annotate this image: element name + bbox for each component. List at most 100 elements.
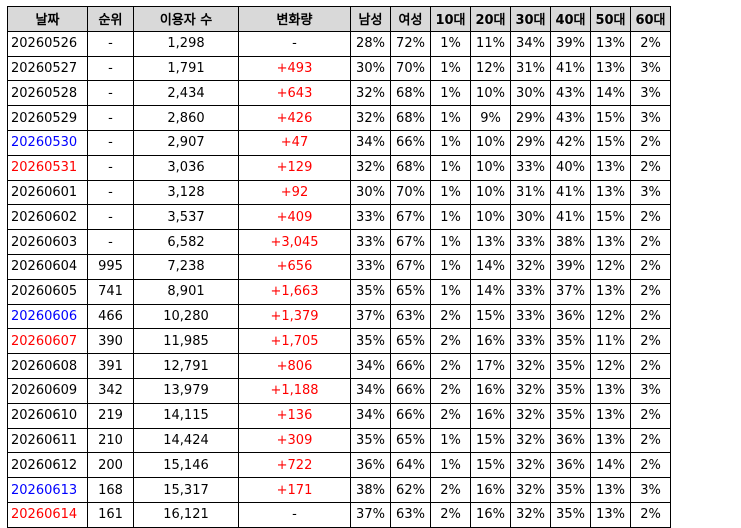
age-50s-cell: 12%	[590, 253, 631, 280]
male-pct-cell: 38%	[350, 477, 391, 503]
age-40s-cell: 43%	[550, 105, 591, 131]
age-50s-cell: 13%	[590, 402, 631, 429]
rank-cell: 995	[87, 253, 134, 280]
female-pct-cell: 66%	[390, 353, 431, 379]
age-30s-cell: 29%	[510, 129, 551, 156]
age-50s-cell: 13%	[590, 154, 631, 181]
female-pct-cell: 67%	[390, 204, 431, 231]
age-40s-cell: 41%	[550, 55, 591, 82]
age-50s-cell: 13%	[590, 179, 631, 206]
male-pct-cell: 36%	[350, 452, 391, 479]
age-30s-cell: 32%	[510, 452, 551, 479]
rank-cell: 741	[87, 278, 134, 305]
age-10s-cell: 2%	[430, 377, 471, 404]
users-cell: 3,128	[133, 179, 239, 206]
rank-cell: 342	[87, 377, 134, 404]
age-60s-cell: 2%	[630, 452, 671, 479]
table-row: 20260607 390 11,985 +1,705 35% 65% 2% 16% 33% 35%…	[7, 328, 671, 355]
header-female: 여성	[390, 6, 431, 32]
age-10s-cell: 1%	[430, 179, 471, 206]
age-10s-cell: 2%	[430, 501, 471, 528]
age-20s-cell: 11%	[470, 30, 511, 57]
age-20s-cell: 15%	[470, 452, 511, 479]
age-10s-cell: 1%	[430, 204, 471, 231]
table-body: 20260526-1,298-28% 72% 1% 11% 34% 39% 13% 2% 202…	[7, 30, 671, 528]
male-pct-cell: 28%	[350, 30, 391, 57]
rank-cell: 168	[87, 477, 134, 503]
age-50s-cell: 13%	[590, 427, 631, 454]
age-10s-cell: 1%	[430, 452, 471, 479]
female-pct-cell: 70%	[390, 179, 431, 206]
age-40s-cell: 42%	[550, 129, 591, 156]
age-40s-cell: 36%	[550, 452, 591, 479]
female-pct-cell: 70%	[390, 55, 431, 82]
users-cell: 13,979	[133, 377, 239, 404]
rank-cell: -	[87, 179, 134, 206]
date-cell: 20260614	[7, 501, 88, 528]
daily-user-stats-table: 날짜 순위 이용자 수 변화량 남성 여성 10대 20대 30대 40대 50…	[7, 6, 671, 528]
table-row: 20260531-3,036 +129 32% 68% 1% 10% 33% 40% 13% 2%	[7, 154, 671, 181]
users-cell: 15,317	[133, 477, 239, 503]
rank-cell: -	[87, 229, 134, 255]
age-30s-cell: 33%	[510, 328, 551, 355]
change-cell: +1,188	[238, 377, 351, 404]
age-30s-cell: 33%	[510, 229, 551, 255]
age-60s-cell: 3%	[630, 55, 671, 82]
male-pct-cell: 32%	[350, 154, 391, 181]
female-pct-cell: 72%	[390, 30, 431, 57]
age-20s-cell: 16%	[470, 402, 511, 429]
male-pct-cell: 30%	[350, 55, 391, 82]
rank-cell: -	[87, 105, 134, 131]
male-pct-cell: 32%	[350, 80, 391, 107]
change-cell: +47	[238, 129, 351, 156]
age-60s-cell: 3%	[630, 80, 671, 107]
age-10s-cell: 2%	[430, 477, 471, 503]
female-pct-cell: 66%	[390, 129, 431, 156]
stats-table-container: 날짜 순위 이용자 수 변화량 남성 여성 10대 20대 30대 40대 50…	[7, 6, 671, 528]
age-60s-cell: 2%	[630, 427, 671, 454]
age-40s-cell: 35%	[550, 402, 591, 429]
female-pct-cell: 68%	[390, 105, 431, 131]
date-cell: 20260531	[7, 154, 88, 181]
age-20s-cell: 16%	[470, 477, 511, 503]
age-10s-cell: 1%	[430, 55, 471, 82]
female-pct-cell: 68%	[390, 80, 431, 107]
users-cell: 12,791	[133, 353, 239, 379]
age-30s-cell: 34%	[510, 30, 551, 57]
age-50s-cell: 12%	[590, 303, 631, 330]
users-cell: 3,537	[133, 204, 239, 231]
age-20s-cell: 16%	[470, 328, 511, 355]
male-pct-cell: 35%	[350, 278, 391, 305]
age-40s-cell: 41%	[550, 179, 591, 206]
change-cell: +426	[238, 105, 351, 131]
age-50s-cell: 11%	[590, 328, 631, 355]
users-cell: 11,985	[133, 328, 239, 355]
age-50s-cell: 13%	[590, 377, 631, 404]
female-pct-cell: 65%	[390, 278, 431, 305]
date-cell: 20260527	[7, 55, 88, 82]
male-pct-cell: 33%	[350, 229, 391, 255]
age-10s-cell: 1%	[430, 30, 471, 57]
change-cell: +136	[238, 402, 351, 429]
rank-cell: 390	[87, 328, 134, 355]
users-cell: 2,434	[133, 80, 239, 107]
age-10s-cell: 2%	[430, 402, 471, 429]
age-20s-cell: 16%	[470, 501, 511, 528]
age-40s-cell: 36%	[550, 303, 591, 330]
header-rank: 순위	[87, 6, 134, 32]
users-cell: 3,036	[133, 154, 239, 181]
users-cell: 1,791	[133, 55, 239, 82]
age-20s-cell: 10%	[470, 154, 511, 181]
female-pct-cell: 65%	[390, 328, 431, 355]
age-20s-cell: 10%	[470, 129, 511, 156]
age-20s-cell: 15%	[470, 303, 511, 330]
users-cell: 6,582	[133, 229, 239, 255]
table-row: 20260605 741 8,901 +1,663 35% 65% 1% 14% 33% 37% 1…	[7, 278, 671, 305]
change-cell: +806	[238, 353, 351, 379]
age-10s-cell: 1%	[430, 154, 471, 181]
age-20s-cell: 14%	[470, 253, 511, 280]
age-40s-cell: 36%	[550, 427, 591, 454]
age-30s-cell: 31%	[510, 179, 551, 206]
age-30s-cell: 32%	[510, 402, 551, 429]
age-60s-cell: 2%	[630, 253, 671, 280]
